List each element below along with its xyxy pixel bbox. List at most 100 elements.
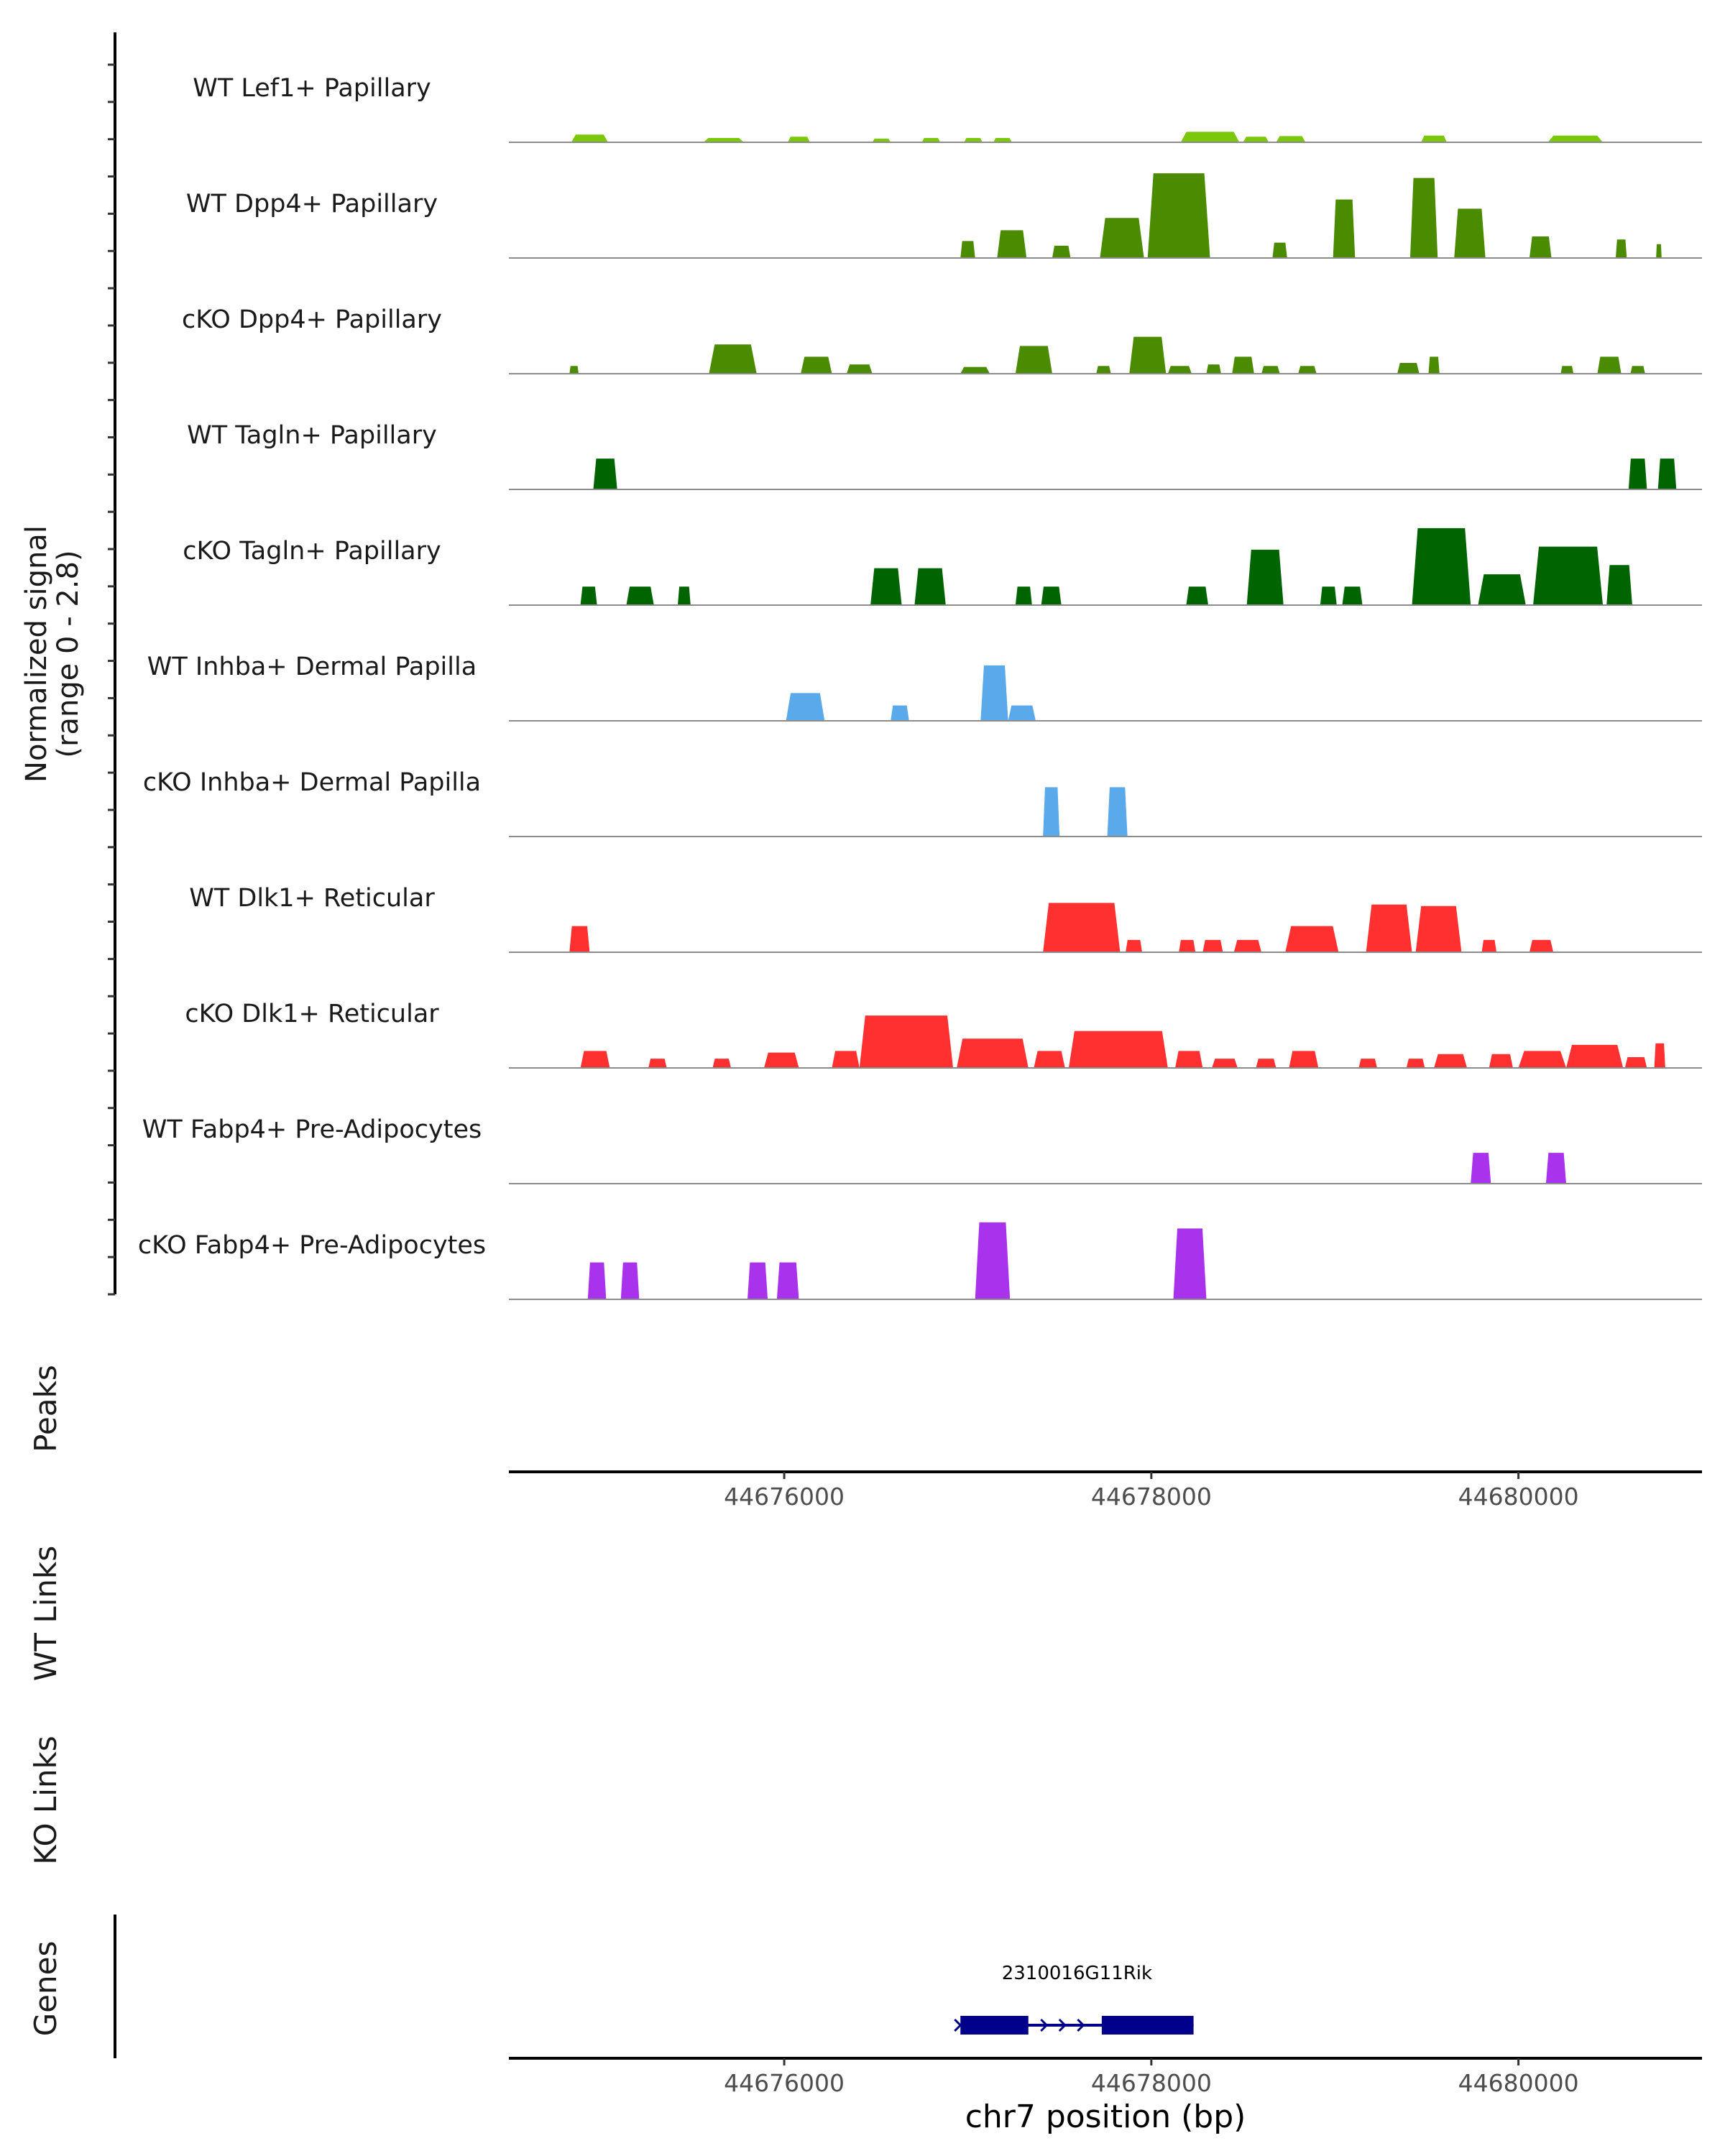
track-wt-fabp4-pre-adipocytes: WT Fabp4+ Pre-Adipocytes (142, 1115, 1702, 1184)
signal-peak (1233, 939, 1262, 952)
x-tick-label: 44680000 (1458, 2069, 1579, 2097)
signal-peak (1529, 939, 1554, 952)
gene-track (954, 2016, 1194, 2035)
wt-links-panel-label: WT Links (28, 1546, 63, 1681)
track-wt-tagln-papillary: WT Tagln+ Papillary (187, 421, 1702, 490)
signal-peak (1366, 904, 1412, 952)
signal-peak (677, 586, 691, 605)
signal-peak (788, 137, 810, 142)
signal-peak (960, 241, 975, 258)
signal-peak (703, 138, 744, 142)
track-wt-inhba-dermal-papilla: WT Inhba+ Dermal Papilla (147, 653, 1702, 722)
signal-peak (1179, 939, 1196, 952)
genes-x-axis: 44676000 44678000 44680000 (509, 2057, 1702, 2097)
x-tick-label: 44678000 (1091, 1483, 1212, 1511)
signal-peak (569, 366, 579, 374)
signal-peak (1545, 1153, 1567, 1184)
track-label: cKO Fabp4+ Pre-Adipocytes (138, 1231, 486, 1260)
signal-peak (587, 1262, 607, 1299)
signal-peak (993, 138, 1012, 142)
gene-exon (960, 2016, 1029, 2035)
signal-peak (1657, 459, 1677, 489)
signal-peak (1656, 244, 1662, 258)
signal-peak (1478, 574, 1526, 605)
signal-peak (997, 230, 1027, 258)
signal-peak (1533, 546, 1604, 605)
signal-peak (1333, 199, 1356, 258)
genes-panel-label: Genes (28, 1941, 63, 2037)
signal-peak (1298, 366, 1317, 374)
signal-peak (626, 586, 654, 605)
ko-links-panel-label: KO Links (28, 1736, 63, 1865)
signal-peak (1008, 705, 1036, 721)
signal-peak (763, 1052, 799, 1068)
signal-peak (1052, 245, 1071, 258)
coverage-y-label-line1: Normalized signal (20, 525, 53, 783)
signal-peak (1175, 1051, 1203, 1068)
signal-peak (1272, 242, 1287, 258)
x-tick-label: 44680000 (1458, 1483, 1579, 1511)
track-label: WT Dlk1+ Reticular (189, 884, 435, 913)
signal-peak (980, 665, 1008, 721)
track-label: cKO Tagln+ Papillary (183, 537, 441, 566)
signal-peak (1232, 356, 1254, 374)
signal-peak (776, 1262, 799, 1299)
gene-strand-arrow (1077, 2018, 1085, 2032)
signal-peak (1107, 787, 1128, 837)
signal-peak (1518, 1051, 1567, 1068)
signal-peak (1412, 528, 1471, 605)
signal-peak (1289, 1051, 1319, 1068)
signal-peak (914, 568, 946, 605)
track-label: WT Inhba+ Dermal Papilla (147, 653, 477, 681)
signal-peak (1320, 586, 1337, 605)
signal-peak (1285, 926, 1339, 952)
signal-peak (891, 705, 909, 721)
signal-peak (1015, 346, 1052, 374)
x-tick-label: 44676000 (724, 1483, 845, 1511)
signal-peak (620, 1262, 640, 1299)
signal-peak (1043, 903, 1121, 952)
signal-peak (1597, 356, 1622, 374)
signal-peak (1261, 366, 1280, 374)
track-label: cKO Dlk1+ Reticular (185, 1000, 439, 1028)
signal-peak (1276, 136, 1306, 142)
signal-peak (1471, 1153, 1491, 1184)
signal-peak (1606, 565, 1632, 605)
signal-peak (870, 568, 902, 605)
signal-peak (648, 1059, 667, 1068)
track-label: WT Dpp4+ Papillary (186, 190, 438, 218)
signal-peak (1173, 1228, 1207, 1299)
signal-peak (1243, 137, 1269, 142)
signal-peak (1489, 1054, 1513, 1068)
gene-label: 2310016G11Rik (1002, 1963, 1152, 1984)
signal-peak (1068, 1031, 1168, 1068)
signal-peak (1415, 906, 1462, 952)
signal-peak (1212, 1059, 1238, 1068)
signal-peak (1043, 787, 1060, 837)
gene-strand-arrow (1040, 2018, 1049, 2032)
signal-peak (580, 586, 597, 605)
signal-peak (1454, 208, 1486, 258)
signal-peak (1246, 549, 1284, 605)
track-cko-dpp4-papillary: cKO Dpp4+ Papillary (182, 305, 1702, 374)
gene-strand-arrow (954, 2018, 962, 2032)
signal-peak (801, 356, 832, 374)
track-cko-dlk1-reticular: cKO Dlk1+ Reticular (185, 1000, 1702, 1069)
x-tick-label: 44678000 (1091, 2069, 1212, 2097)
signal-peak (1358, 1059, 1377, 1068)
signal-peak (1481, 939, 1496, 952)
track-label: cKO Inhba+ Dermal Papilla (143, 768, 481, 797)
signal-peak (571, 134, 608, 142)
signal-peak (1256, 1059, 1276, 1068)
signal-peak (580, 1051, 610, 1068)
track-wt-dpp4-papillary: WT Dpp4+ Papillary (186, 173, 1702, 259)
signal-peak (1654, 1043, 1665, 1068)
signal-peak (1529, 236, 1552, 258)
signal-peak (1034, 1051, 1065, 1068)
signal-peak (1147, 173, 1210, 258)
signal-peak (1342, 586, 1363, 605)
signal-peak (1406, 1059, 1425, 1068)
signal-peak (1434, 1054, 1468, 1068)
signal-peak (1547, 135, 1604, 142)
signal-peak (569, 926, 590, 952)
